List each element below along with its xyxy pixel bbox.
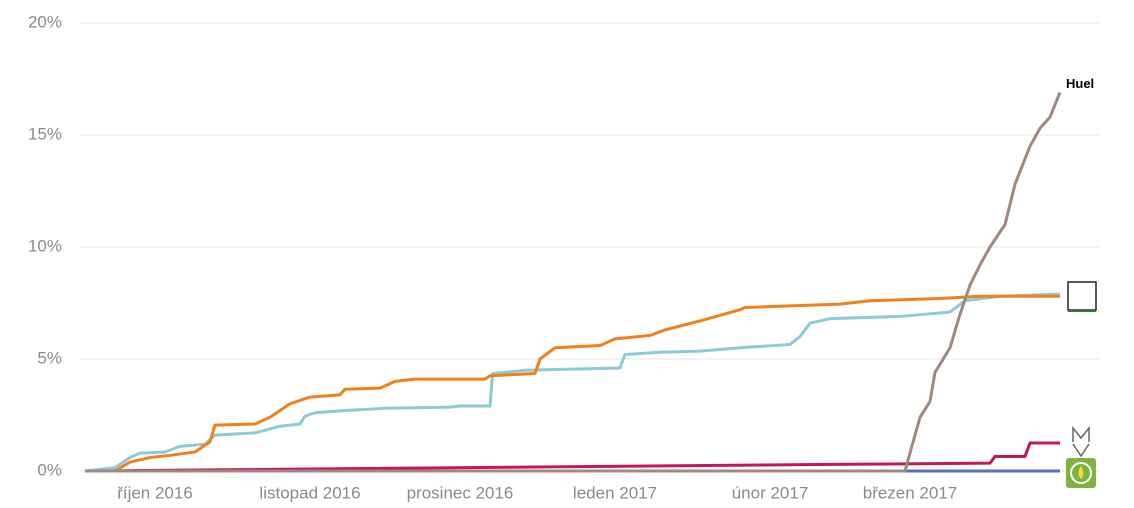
green-logo-ring	[1070, 462, 1092, 484]
x-tick-label: listopad 2016	[259, 483, 360, 502]
series-line	[85, 91, 1062, 473]
m-logo	[1072, 425, 1090, 458]
x-tick-label: prosinec 2016	[407, 483, 514, 502]
y-tick-label: 10%	[28, 236, 62, 255]
y-tick-label: 0%	[37, 460, 62, 479]
y-tick-label: 20%	[28, 12, 62, 31]
series-label: Huel	[1066, 76, 1094, 91]
series-line	[84, 441, 1060, 473]
x-tick-label: únor 2017	[732, 483, 809, 502]
brand-icons	[1066, 281, 1097, 488]
plot: 0% 5% 10% 15% 20% říjen 2016 listopad 2016 pros…	[28, 12, 1100, 502]
series-line	[85, 294, 1060, 473]
x-tick-label: leden 2017	[573, 483, 657, 502]
green-logo-drop	[1078, 466, 1084, 479]
s-logo-box	[1067, 281, 1097, 311]
x-tick-label: říjen 2016	[117, 483, 193, 502]
y-tick-label: 5%	[37, 348, 62, 367]
series-line	[84, 292, 1061, 473]
x-tick-label: březen 2017	[863, 483, 958, 502]
y-tick-label: 15%	[28, 124, 62, 143]
